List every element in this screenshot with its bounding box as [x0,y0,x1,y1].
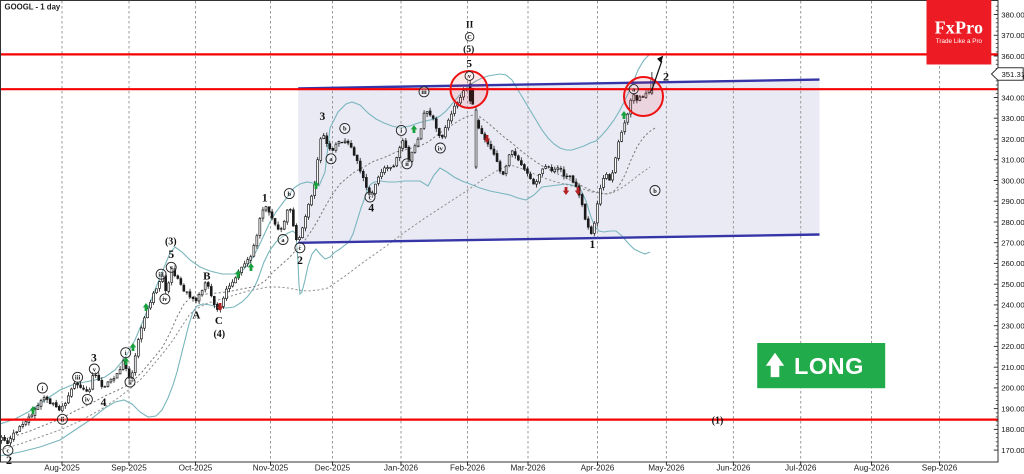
svg-text:(5): (5) [463,44,474,55]
svg-text:190.00: 190.00 [1001,404,1024,413]
svg-text:v: v [93,366,97,373]
svg-text:270.00: 270.00 [1001,239,1024,248]
svg-text:351.31: 351.31 [1002,70,1024,79]
svg-text:180.00: 180.00 [1001,425,1024,434]
svg-text:Dec-2025: Dec-2025 [315,464,351,473]
svg-text:200.00: 200.00 [1001,384,1024,393]
svg-text:iii: iii [75,375,81,382]
svg-text:Feb-2026: Feb-2026 [450,464,485,473]
svg-text:May-2026: May-2026 [648,464,685,473]
svg-text:360.00: 360.00 [1001,52,1024,61]
svg-text:v: v [468,74,471,80]
svg-text:Jun-2026: Jun-2026 [716,464,751,473]
svg-text:4: 4 [368,202,374,214]
svg-text:280.00: 280.00 [1001,218,1024,227]
svg-text:380.00: 380.00 [1001,10,1024,19]
svg-text:II: II [466,21,474,31]
svg-text:370.00: 370.00 [1001,31,1024,40]
svg-text:b: b [288,191,292,198]
svg-text:330.00: 330.00 [1001,114,1024,123]
svg-text:ii: ii [405,161,409,168]
svg-text:FxPro: FxPro [935,18,984,38]
svg-text:a: a [632,86,635,93]
svg-text:Jul-2026: Jul-2026 [785,464,817,473]
svg-text:i: i [125,350,127,357]
svg-text:iv: iv [162,296,168,303]
svg-text:c: c [6,448,9,455]
svg-text:210.00: 210.00 [1001,363,1024,372]
svg-text:3: 3 [320,111,326,123]
svg-text:250.00: 250.00 [1001,280,1024,289]
svg-text:(1): (1) [712,416,724,427]
svg-text:C: C [215,315,223,327]
svg-text:230.00: 230.00 [1001,322,1024,331]
svg-text:i: i [400,128,402,135]
svg-text:iv: iv [85,397,91,404]
svg-text:340.00: 340.00 [1001,93,1024,102]
svg-text:290.00: 290.00 [1001,197,1024,206]
svg-text:1: 1 [590,239,596,251]
svg-text:300.00: 300.00 [1001,176,1024,185]
svg-text:2: 2 [6,453,12,467]
svg-text:B: B [203,271,211,283]
svg-text:Trade Like a Pro: Trade Like a Pro [936,38,983,45]
svg-text:b: b [343,126,347,133]
svg-text:2: 2 [663,70,669,84]
svg-text:Jan-2026: Jan-2026 [384,464,419,473]
svg-text:260.00: 260.00 [1001,259,1024,268]
svg-text:LONG: LONG [794,353,864,379]
svg-text:5: 5 [168,249,174,261]
svg-text:320.00: 320.00 [1001,135,1024,144]
svg-text:(3): (3) [165,237,177,248]
svg-text:Sep-2026: Sep-2026 [922,464,958,473]
svg-text:C: C [467,35,471,41]
svg-text:a: a [281,237,285,244]
svg-text:1: 1 [262,193,268,205]
svg-text:310.00: 310.00 [1001,156,1024,165]
svg-text:3: 3 [91,353,97,365]
svg-text:Apr-2026: Apr-2026 [581,464,615,473]
svg-text:5: 5 [466,58,472,70]
svg-text:ii: ii [61,417,65,424]
svg-text:A: A [192,310,200,322]
svg-text:b: b [653,188,657,195]
svg-text:2: 2 [297,255,303,267]
svg-text:Mar-2026: Mar-2026 [510,464,545,473]
svg-text:Oct-2025: Oct-2025 [179,464,213,473]
svg-text:a: a [329,156,333,163]
svg-text:(4): (4) [213,329,225,340]
svg-text:Aug-2025: Aug-2025 [44,464,80,473]
svg-text:ii: ii [128,379,132,386]
svg-text:170.00: 170.00 [1001,446,1024,455]
svg-text:c: c [369,194,372,201]
svg-text:iii: iii [421,89,427,96]
svg-text:Aug-2026: Aug-2026 [854,464,890,473]
svg-text:Sep-2025: Sep-2025 [111,464,147,473]
svg-text:iii: iii [158,272,164,279]
svg-text:c: c [298,245,301,252]
svg-text:220.00: 220.00 [1001,342,1024,351]
svg-text:GOOGL - 1 day: GOOGL - 1 day [5,3,61,12]
svg-text:v: v [170,265,174,272]
svg-text:240.00: 240.00 [1001,301,1024,310]
svg-text:Nov-2025: Nov-2025 [253,464,289,473]
svg-text:i: i [42,385,44,392]
svg-text:4: 4 [101,397,107,409]
svg-text:iv: iv [438,145,444,152]
